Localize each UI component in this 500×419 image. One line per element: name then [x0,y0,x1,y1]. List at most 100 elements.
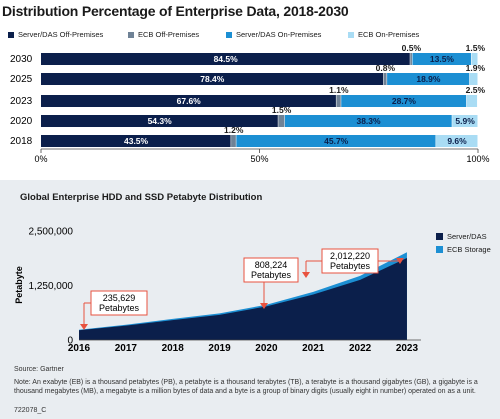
x-tick-label: 2016 [68,343,91,354]
legend-label: Server/DAS On-Premises [236,30,322,39]
chart1-legend: Server/DAS Off-Premises ECB Off-Premises S… [8,30,488,44]
bar-segment [41,73,384,85]
annotation-unit: Petabytes [330,261,371,271]
bar-segment [469,73,478,85]
annotation-arrowhead [396,258,404,264]
source-note: Source: Gartner [14,366,64,373]
annotation-unit: Petabytes [251,270,292,280]
bar-segment [466,95,478,107]
category-label: 2025 [10,74,33,85]
annotation-box [90,290,148,316]
legend-swatch [436,246,443,253]
chart1-title: Distribution Percentage of Enterprise Da… [2,3,349,19]
x-tick-label: 2021 [302,343,325,354]
data-label: 5.9% [455,116,475,126]
bar-segment [336,95,341,107]
bar-segment [471,53,478,65]
chart1-legend-item: ECB Off-Premises [128,30,199,39]
chart2-legend-item: Server/DAS [436,232,491,241]
annotation-box [321,248,379,274]
legend-swatch [128,31,134,38]
data-label: 1.1% [329,85,349,95]
bar-segment [412,53,471,65]
data-label: 78.4% [200,74,225,84]
area-server-das [79,258,407,340]
legend-label: ECB Storage [447,245,491,254]
data-label: 28.7% [392,96,417,106]
chart1-legend-item: Server/DAS On-Premises [226,30,321,39]
data-label: 2.5% [466,85,486,95]
bar-segment [452,115,478,127]
data-label: 9.6% [447,136,467,146]
annotation-unit: Petabytes [99,303,140,313]
x-tick-label: 100% [466,154,489,164]
figure-code: 722078_C [14,407,47,414]
x-tick-label: 2023 [396,343,419,354]
annotation-arrowhead [260,303,268,309]
legend-swatch [8,31,14,38]
x-tick-label: 2019 [208,343,231,354]
category-label: 2030 [10,54,33,65]
y-tick-label: 2,500,000 [29,227,74,238]
legend-label: ECB On-Premises [358,30,420,39]
data-label: 1.2% [224,125,244,135]
bar-segment [387,73,470,85]
bar-segment [383,73,387,85]
legend-label: Server/DAS [447,232,487,241]
legend-swatch [226,31,232,38]
data-label: 38.3% [356,116,381,126]
bar-segment [410,53,412,65]
bar-segment [278,115,285,127]
data-label: 0.5% [402,43,422,53]
x-tick-label: 0% [34,154,47,164]
chart2-title: Global Enterprise HDD and SSD Petabyte D… [20,192,263,203]
data-label: 13.5% [430,54,455,64]
x-tick-label: 2020 [255,343,278,354]
data-label: 84.5% [214,54,239,64]
legend-label: Server/DAS Off-Premises [18,30,104,39]
data-label: 18.9% [416,74,441,84]
bar-segment [236,135,436,147]
chart2-panel [0,180,500,419]
data-label: 0.8% [376,63,396,73]
data-label: 45.7% [324,136,349,146]
bar-segment [341,95,467,107]
chart2-legend: Server/DAS ECB Storage [436,232,491,258]
legend-swatch [348,31,354,38]
x-tick-label: 50% [250,154,268,164]
category-label: 2020 [10,116,33,127]
bar-segment [41,135,231,147]
data-label: 1.5% [272,105,292,115]
chart2-legend-item: ECB Storage [436,245,491,254]
legend-swatch [436,233,443,240]
category-label: 2023 [10,96,33,107]
annotation-value: 808,224 [255,260,288,270]
bar-segment [41,115,278,127]
x-tick-label: 2018 [162,343,185,354]
annotation-arrowhead [302,272,310,278]
annotation-arrowhead [80,324,88,330]
chart1-legend-item: Server/DAS Off-Premises [8,30,103,39]
y-tick-label: 1,250,000 [29,281,74,292]
footnote: Note: An exabyte (EB) is a thousand peta… [14,379,478,395]
y-axis-label: Petabyte [14,266,24,304]
data-label: 43.5% [124,136,149,146]
chart1-plot: 2030 84.5% 0.5% 13.5% 1.5% 2025 78.4% 0.8% 18.9%… [10,43,490,164]
y-tick-label: 0 [67,336,73,347]
category-label: 2018 [10,136,33,147]
bar-segment [436,135,478,147]
annotation-value: 235,629 [103,293,136,303]
annotation-box [243,257,299,283]
data-label: 1.9% [466,63,486,73]
bar-segment [231,135,236,147]
data-label: 67.6% [177,96,202,106]
annotation-value: 2,012,220 [330,251,370,261]
bar-segment [284,115,452,127]
chart2-plot: 0 1,250,000 2,500,000 Petabyte 2016 2017 2018 2… [14,227,421,354]
bar-segment [41,53,410,65]
chart1-legend-item: ECB On-Premises [348,30,419,39]
data-label: 1.5% [466,43,486,53]
data-label: 54.3% [148,116,173,126]
bar-segment [41,95,336,107]
legend-label: ECB Off-Premises [138,30,200,39]
